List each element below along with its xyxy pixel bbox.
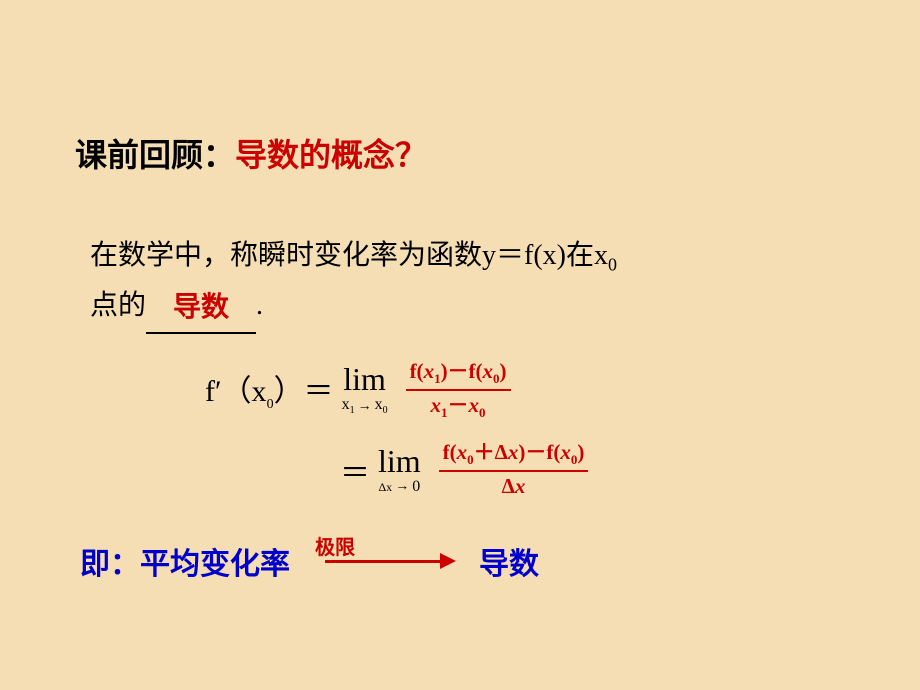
lhs-sub: 0 [267,397,274,412]
lim2-arrow: → [395,480,409,494]
lim1-arrow: → [358,400,372,414]
review-title: 课前回顾：导数的概念？ [75,130,845,176]
frac2-bar [439,470,589,472]
lhs-text: f′（x [205,375,267,408]
body-line1-sub: 0 [608,255,617,275]
lim2-left: Δx [378,481,392,493]
lim1-l: x [342,396,350,413]
blank-answer: 导数 [173,292,229,323]
frac2-den: Δx [498,474,530,499]
lim1-left: x1 [342,397,355,416]
formula-block: f′（x0）＝ lim x1 → x0 f(x1)－f(x0) x1－x0 ＝ … [75,359,845,500]
frac1-den: x1－x0 [427,393,490,421]
body-line2-part2: . [256,290,263,321]
body-line1-part1: 在数学中，称瞬时变化率为函数y＝f(x)在x [90,240,608,271]
lim1-rs: 0 [383,405,388,416]
lhs-close: ）＝ [274,375,334,408]
limit-label: 极限 [315,531,355,560]
title-concept: 导数的概念？ [235,137,427,173]
lim-under-2: Δx → 0 [378,479,420,495]
lim-word-1: lim [343,363,386,395]
eq-sign: ＝ [340,448,370,492]
arrow-line [325,560,440,563]
derivative-word: 导数 [479,539,539,583]
lim1-r: x [375,396,383,413]
fill-blank: 导数 [146,281,256,333]
slide-content: 课前回顾：导数的概念？ 在数学中，称瞬时变化率为函数y＝f(x)在x0 点的导数… [0,0,920,583]
frac1-bar [406,389,511,391]
lim1-right: x0 [375,397,388,416]
lim-under-1: x1 → x0 [342,397,388,416]
body-line2-part1: 点的 [90,290,146,321]
arrow-head [440,553,456,569]
definition-text: 在数学中，称瞬时变化率为函数y＝f(x)在x0 点的导数. [75,231,845,334]
title-prefix: 课前回顾： [75,137,235,173]
lim2-right: 0 [412,479,420,495]
summary-prefix: 即：平均变化率 [80,539,290,583]
lim-word-2: lim [378,445,421,477]
summary-line: 即：平均变化率 极限 导数 [75,539,845,583]
fraction-1: f(x1)－f(x0) x1－x0 [406,359,511,421]
lim1-ls: 1 [350,405,355,416]
formula-lhs: f′（x0）＝ [205,366,334,413]
limit-2: lim Δx → 0 [378,445,421,495]
formula-row-2: ＝ lim Δx → 0 f(x0＋Δx)－f(x0) Δx [205,440,845,499]
frac2-num: f(x0＋Δx)－f(x0) [439,440,589,468]
fraction-2: f(x0＋Δx)－f(x0) Δx [439,440,589,499]
frac1-num: f(x1)－f(x0) [406,359,511,387]
limit-1: lim x1 → x0 [342,363,388,416]
formula-row-1: f′（x0）＝ lim x1 → x0 f(x1)－f(x0) x1－x0 [205,359,845,421]
